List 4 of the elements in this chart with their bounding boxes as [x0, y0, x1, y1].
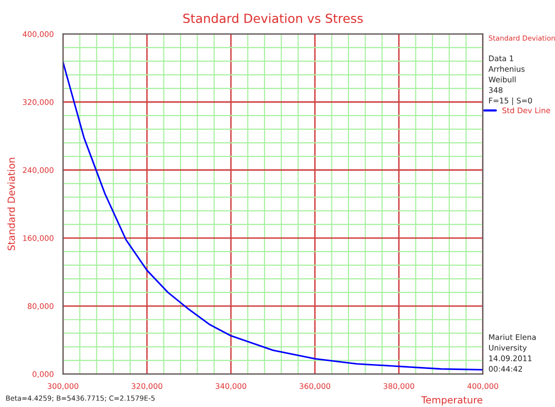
chart-title: Standard Deviation vs Stress: [183, 13, 363, 24]
line-series: [62, 61, 483, 371]
y-axis-title: Standard Deviation: [7, 158, 15, 250]
x-axis-title: Temperature: [421, 396, 482, 406]
